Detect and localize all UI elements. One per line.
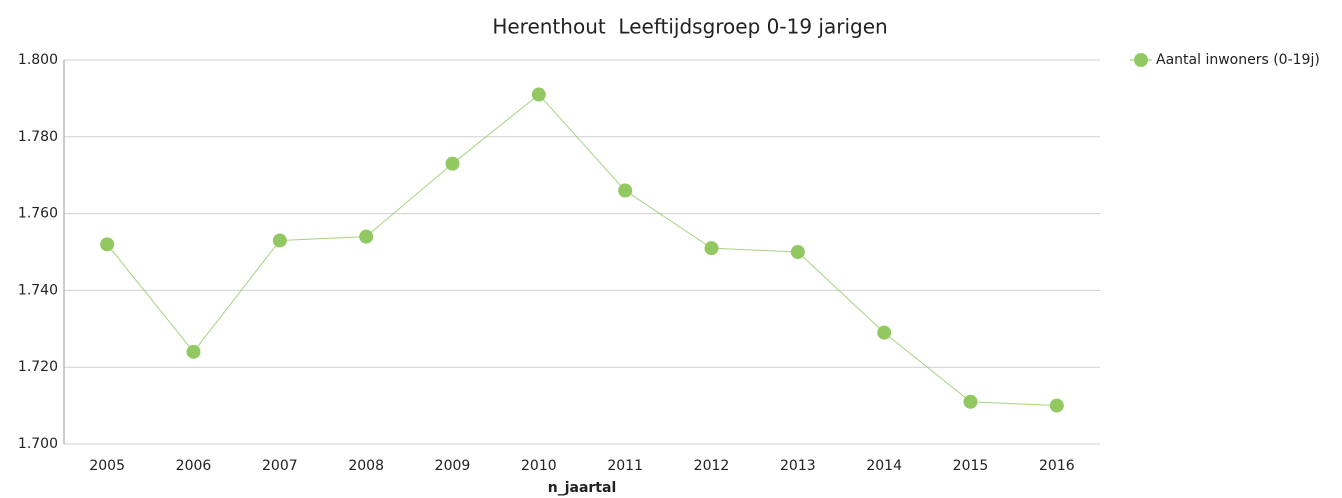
- legend-label: Aantal inwoners (0-19j): [1156, 52, 1320, 68]
- x-tick-label: 2011: [607, 458, 643, 474]
- x-tick-label: 2013: [780, 458, 816, 474]
- x-axis-label: n_jaartal: [548, 480, 617, 496]
- y-tick-label: 1.760: [18, 206, 58, 222]
- data-point: [877, 325, 892, 340]
- x-tick-label: 2010: [521, 458, 557, 474]
- y-tick-label: 1.740: [18, 282, 58, 298]
- x-tick-label: 2007: [262, 458, 298, 474]
- data-point: [359, 229, 374, 244]
- x-tick-label: 2005: [89, 458, 125, 474]
- data-point: [186, 344, 201, 359]
- x-tick-label: 2016: [1039, 458, 1075, 474]
- data-point: [963, 394, 978, 409]
- legend-marker: [1134, 53, 1148, 67]
- y-tick-label: 1.700: [18, 436, 58, 452]
- y-tick-label: 1.800: [18, 52, 58, 68]
- series-line: [106, 93, 1057, 407]
- x-tick-label: 2015: [953, 458, 989, 474]
- data-point: [790, 245, 805, 259]
- x-tick-label: 2008: [348, 458, 384, 474]
- x-tick-label: 2006: [176, 458, 212, 474]
- data-point: [704, 241, 719, 256]
- x-tick-label: 2012: [694, 458, 730, 474]
- y-tick-label: 1.780: [18, 129, 58, 145]
- x-tick-label: 2009: [435, 458, 471, 474]
- data-point: [531, 87, 546, 102]
- data-point: [100, 237, 115, 252]
- y-tick-label: 1.720: [18, 359, 58, 375]
- data-point: [618, 183, 633, 198]
- data-point: [1049, 398, 1064, 413]
- data-point: [445, 156, 460, 171]
- x-tick-label: 2014: [866, 458, 902, 474]
- chart-title: Herenthout Leeftijdsgroep 0-19 jarigen: [492, 15, 887, 39]
- data-point: [272, 233, 287, 248]
